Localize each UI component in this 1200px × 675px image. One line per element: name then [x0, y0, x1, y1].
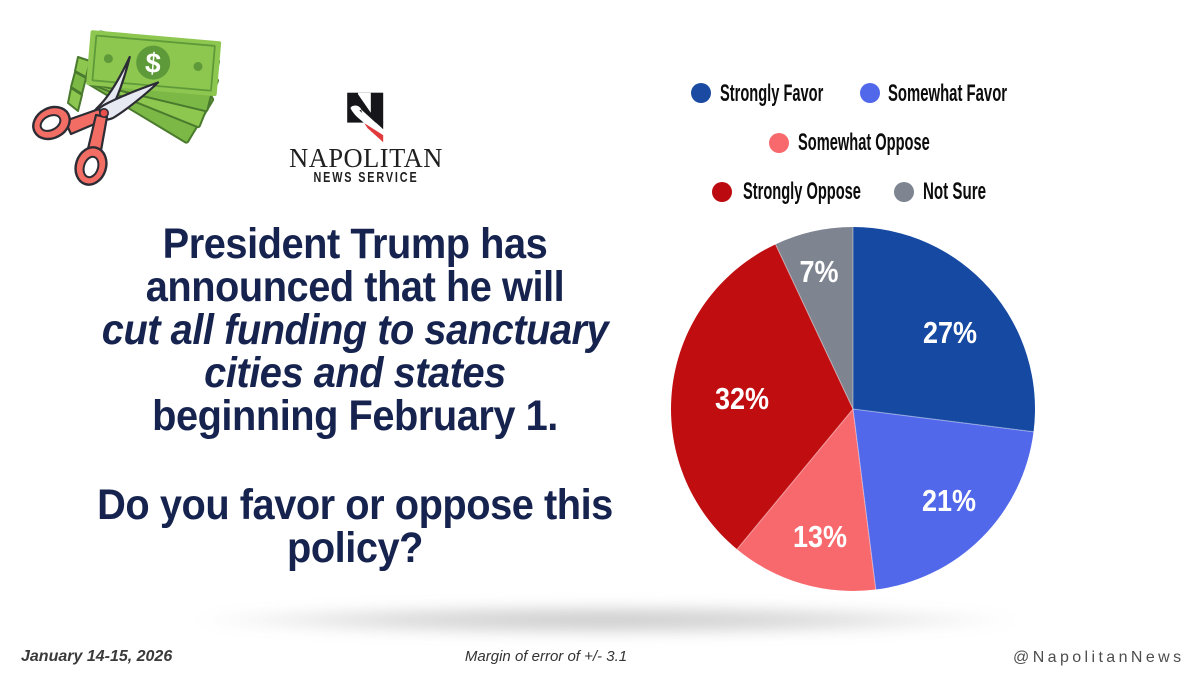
svg-text:$: $: [144, 47, 163, 79]
